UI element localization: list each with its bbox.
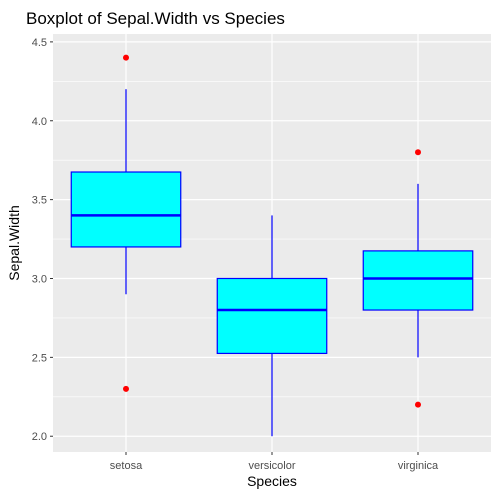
box-versicolor [216,215,328,437]
outlier-point [415,401,421,408]
box-setosa [70,54,182,392]
y-axis-ticks: 2.0 2.5 3.0 3.5 4.0 4.5 [32,37,53,443]
outlier-point [123,54,129,61]
x-axis-ticks: setosa versicolor virginica [110,452,439,472]
y-tick-label: 2.0 [32,431,47,443]
x-axis-title: Species [247,473,297,489]
x-tick-label: setosa [110,460,143,472]
y-tick-label: 3.5 [32,195,47,207]
boxes [70,54,474,437]
y-tick-label: 2.5 [32,352,47,364]
box-body [216,277,328,355]
box-body [70,171,182,248]
y-tick-label: 4.0 [32,116,47,128]
x-tick-label: virginica [398,460,439,472]
y-tick-label: 4.5 [32,37,47,49]
box-body [362,250,474,311]
outlier-point [123,385,129,392]
y-axis-title: Sepal.Width [6,205,22,280]
x-tick-label: versicolor [248,460,295,472]
y-tick-label: 3.0 [32,273,47,285]
box-virginica [362,149,474,408]
chart-title: Boxplot of Sepal.Width vs Species [26,9,285,28]
outlier-point [415,149,421,156]
